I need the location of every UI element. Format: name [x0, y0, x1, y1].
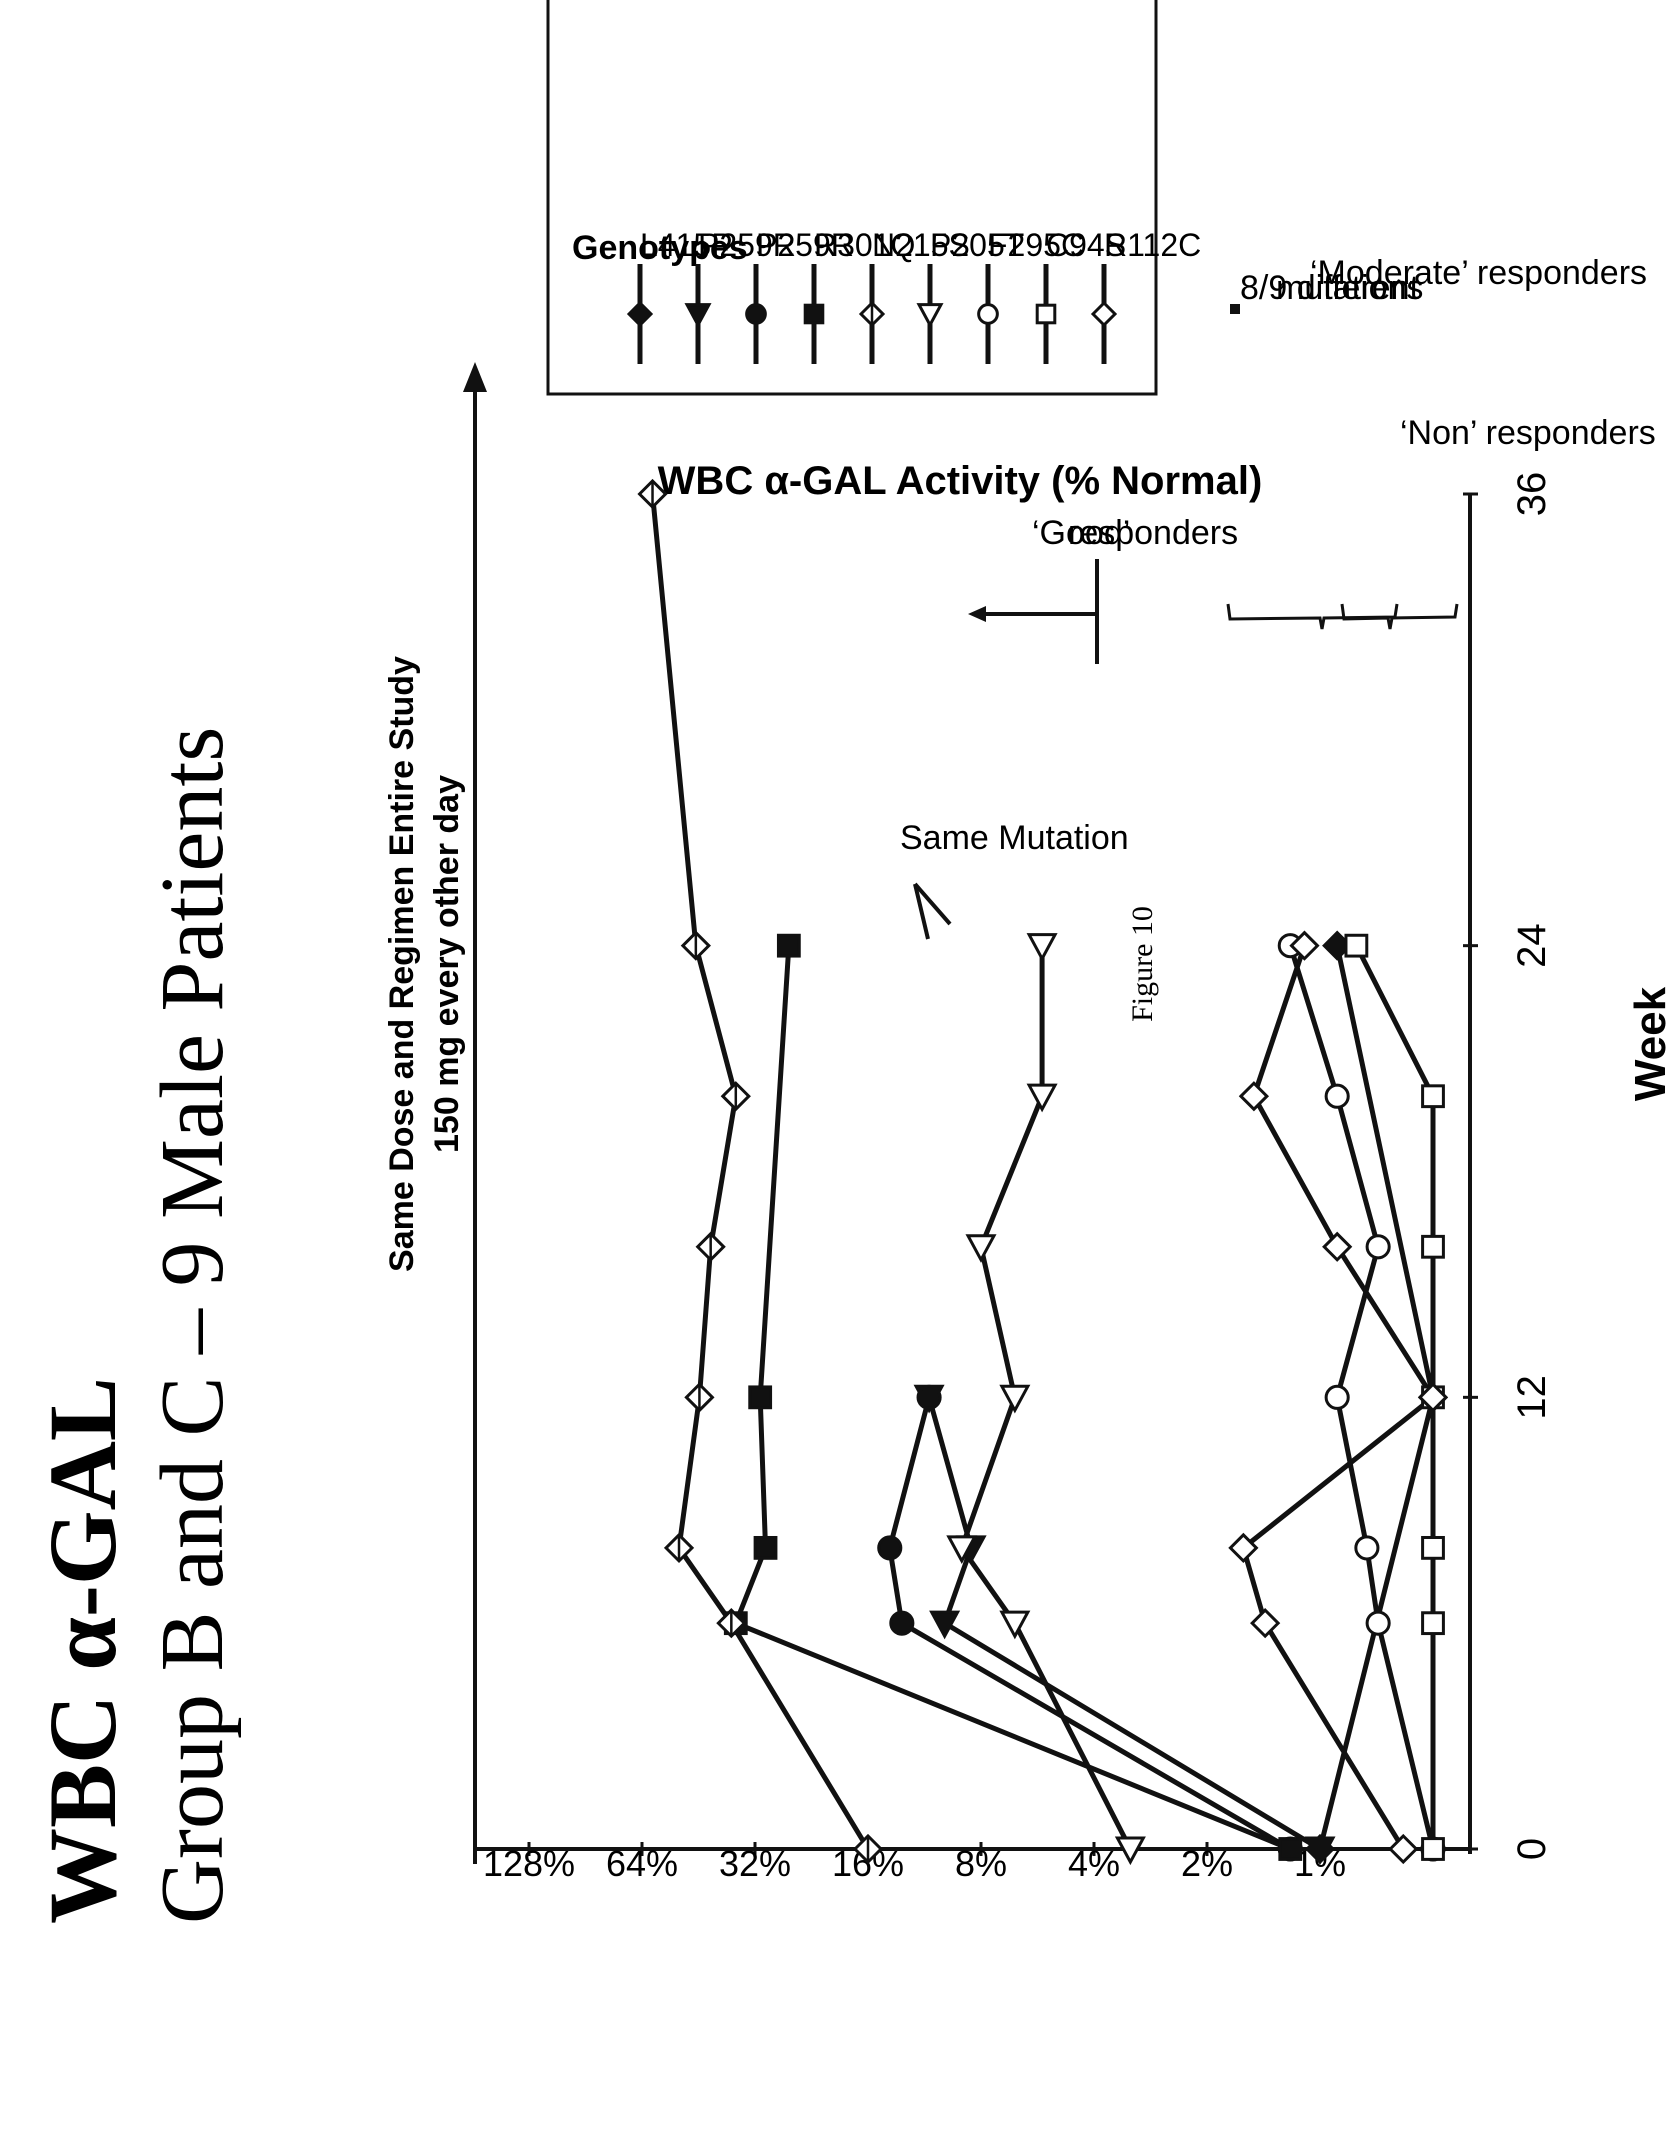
x-tick-label: 36: [1510, 472, 1554, 517]
data-point-r112c: [1417, 1382, 1449, 1413]
data-point-c94s: [1421, 1535, 1445, 1560]
moderate-bracket: [1226, 603, 1399, 630]
data-point-r112c: [1322, 1231, 1353, 1262]
same-mutation-arrow-2: [913, 882, 952, 926]
data-point-c94s: [1421, 1837, 1445, 1861]
non-responders-text: ‘Non’ responders: [1400, 414, 1656, 452]
x-tick-label: 12: [1510, 1375, 1554, 1420]
legend-title: Genotypes: [572, 229, 748, 267]
data-point-r112c: [1250, 1608, 1281, 1639]
y-tick-label: 2%: [1181, 1843, 1233, 1884]
same-mutation-annotation: Same Mutation: [900, 819, 1129, 940]
data-point-c94s: [1344, 933, 1369, 958]
x-ticks: 0 12 24 36: [1463, 472, 1554, 1860]
legend-label: P205T: [930, 227, 1024, 263]
data-point-r112c: [1388, 1833, 1419, 1865]
data-point-f295c: [1365, 1610, 1391, 1636]
data-point-r301q: [753, 1535, 778, 1560]
data-point-r112c: [1228, 1532, 1259, 1564]
y-tick-label: 32%: [719, 1843, 791, 1884]
legend-marker: [803, 303, 825, 325]
series-line-p259r-1: [926, 1396, 1322, 1852]
legend-marker: [626, 300, 654, 328]
y-tick-label: 4%: [1068, 1843, 1120, 1884]
data-point-r301q: [776, 933, 801, 958]
note-line2: mutations: [1276, 269, 1423, 307]
x-tick-label: 0: [1510, 1838, 1554, 1860]
data-point-p205t: [946, 1535, 978, 1565]
data-point-p205t: [999, 1610, 1031, 1640]
series-line-f295c-6: [1287, 944, 1436, 1850]
series-lines: [650, 493, 1436, 1852]
series-line-p259r-2: [887, 1396, 1292, 1852]
legend-label: P259R: [756, 227, 854, 263]
x-axis-label: Week: [1626, 986, 1671, 1101]
y-axis-label: WBC α-GAL Activity (% Normal): [658, 459, 1263, 503]
data-point-f295c: [1324, 1083, 1350, 1109]
legend-label: L415P: [640, 227, 733, 263]
legend-marker: [745, 303, 767, 325]
note-line1: 8/9 different: [1240, 269, 1420, 307]
dose-line1: Same Dose and Regimen Entire Study: [383, 656, 421, 1272]
series-markers: [637, 478, 1449, 1866]
data-point-p205t: [965, 1234, 997, 1263]
data-point-f295c: [1354, 1535, 1380, 1561]
mutation-note: 8/9 different mutations: [1230, 269, 1423, 314]
good-arrow-head: [968, 606, 986, 622]
legend-label: R112C: [1104, 227, 1201, 263]
same-mutation-arrow-1: [913, 883, 930, 940]
data-point-p259r: [1304, 1836, 1336, 1866]
data-point-p205t: [1114, 1836, 1146, 1866]
series-line-n215s-4: [650, 493, 871, 1851]
data-point-p205t: [1026, 1083, 1058, 1113]
good-responders-annotation: ‘Good’ responders: [968, 514, 1238, 664]
data-point-f295c: [1365, 1234, 1391, 1260]
data-point-r301q: [748, 1385, 773, 1410]
legend-label: C94S: [1046, 227, 1126, 263]
data-point-r301q: [1278, 1837, 1303, 1861]
good-responders-text-2: responders: [1068, 514, 1238, 552]
figure-title-line1: WBC α-GAL: [29, 1377, 136, 1924]
series-line-p205t-5: [959, 945, 1133, 1851]
figure-title-line2: Group B and C – 9 Male Patients: [143, 727, 242, 1924]
legend-marker: [1035, 303, 1057, 325]
non-bracket: [1340, 603, 1459, 630]
study-arrow-head: [463, 362, 487, 392]
good-responders-text-1: ‘Good’: [1032, 514, 1130, 552]
data-point-p259r: [889, 1610, 915, 1636]
dose-line2: 150 mg every other day: [428, 775, 466, 1153]
data-point-f295c: [1324, 1384, 1350, 1410]
same-mutation-text: Same Mutation: [900, 819, 1129, 857]
data-point-c94s: [1421, 1084, 1445, 1109]
legend-marker: [684, 303, 712, 329]
data-point-r112c: [1238, 1081, 1270, 1112]
legend-marker: [977, 303, 999, 325]
figure-label: Figure 10: [1126, 906, 1159, 1022]
y-tick-label: 8%: [955, 1843, 1007, 1884]
data-point-p259r: [916, 1384, 942, 1410]
moderate-responders-text: ‘Moderate’ responders: [1310, 254, 1647, 292]
x-tick-label: 24: [1510, 923, 1554, 968]
legend-label: F295C: [988, 227, 1084, 263]
data-point-p259r: [877, 1535, 903, 1561]
data-point-p205t: [1026, 933, 1058, 962]
data-point-p259r: [929, 1610, 961, 1640]
legend: Genotypes L415PP259RP259RR301QN215SP205T…: [546, 0, 1201, 396]
data-point-p205t: [999, 1384, 1031, 1414]
legend-marker: [916, 303, 944, 329]
legend-frame: [546, 0, 1158, 396]
note-bullet: [1230, 304, 1240, 314]
legend-label: R301Q: [814, 227, 915, 263]
y-tick-label: 128%: [483, 1843, 575, 1884]
data-point-c94s: [1421, 1611, 1445, 1636]
data-point-c94s: [1421, 1234, 1445, 1259]
legend-label: N215S: [872, 227, 970, 263]
y-tick-label: 64%: [606, 1843, 678, 1884]
non-responders-annotation: ‘Non’ responders: [1340, 414, 1656, 630]
legend-label: P259R: [698, 227, 796, 263]
legend-marker: [1090, 300, 1118, 328]
data-point-r112c: [1289, 930, 1320, 961]
